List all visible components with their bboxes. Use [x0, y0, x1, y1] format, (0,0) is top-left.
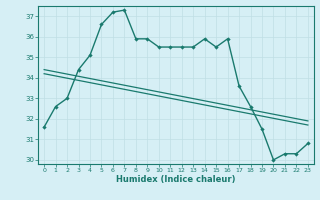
X-axis label: Humidex (Indice chaleur): Humidex (Indice chaleur) [116, 175, 236, 184]
